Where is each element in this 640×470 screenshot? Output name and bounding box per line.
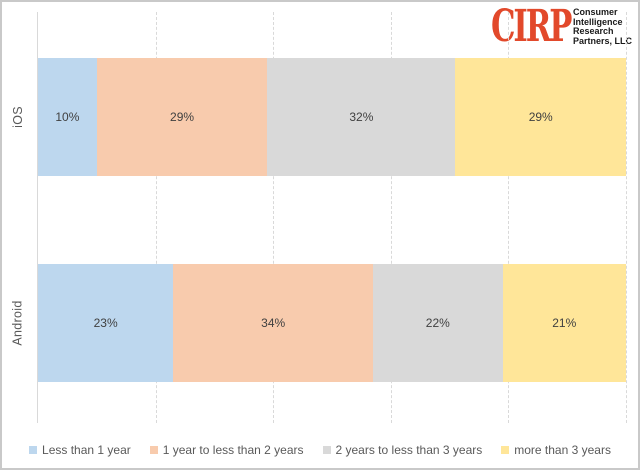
data-label: 32% [349, 110, 374, 124]
data-label: 29% [528, 110, 553, 124]
gridline-40pct [273, 12, 275, 423]
gridline-20pct [155, 12, 157, 423]
segment-ios-2-years-to-less-than-3-years: 32% [267, 58, 456, 176]
legend-label: more than 3 years [514, 443, 611, 457]
logo-org-line: Intelligence [572, 16, 623, 27]
legend-item-less-than-1-year: Less than 1 year [29, 443, 131, 457]
legend-marker-more-than-3-years [501, 446, 510, 454]
legend-item-more-than-3-years: more than 3 years [501, 443, 611, 457]
cirp-logo: CIRP Consumer Intelligence Research Partner… [457, 1, 632, 52]
cirp-logo-org-name: Consumer Intelligence Research Partners, LL… [572, 7, 632, 46]
legend-marker-less-than-1-year [29, 446, 38, 454]
logo-org-line: Consumer [572, 7, 618, 17]
plot-area: 10% 29% 32% 29% 23% 34% 22% 21% [37, 12, 627, 423]
category-label-android: Android [4, 264, 32, 382]
data-label: 22% [425, 316, 450, 330]
gridline-100pct [626, 12, 627, 423]
logo-org-line: Research [572, 26, 614, 36]
legend-item-1-year-to-less-than-2-years: 1 year to less than 2 years [149, 443, 304, 457]
bar-android: 23% 34% 22% 21% [38, 264, 626, 382]
data-label: 29% [170, 110, 195, 124]
category-label-ios: iOS [4, 58, 32, 176]
logo-org-line: Partners, LLC [572, 35, 632, 46]
legend-label: 2 years to less than 3 years [335, 443, 483, 457]
legend-marker-2-years-to-less-than-3-years [322, 446, 331, 454]
segment-ios-1-year-to-less-than-2-years: 29% [96, 58, 268, 176]
data-label: 23% [93, 316, 118, 330]
legend-marker-1-year-to-less-than-2-years [149, 446, 158, 454]
segment-ios-more-than-3-years: 29% [455, 58, 626, 176]
segment-ios-less-than-1-year: 10% [38, 58, 97, 176]
chart-legend: Less than 1 year 1 year to less than 2 ye… [2, 442, 638, 458]
segment-android-more-than-3-years: 21% [502, 264, 626, 382]
bar-ios: 10% 29% 32% 29% [38, 58, 626, 176]
legend-label: 1 year to less than 2 years [162, 443, 304, 457]
legend-item-2-years-to-less-than-3-years: 2 years to less than 3 years [322, 443, 483, 457]
data-label: 21% [552, 316, 577, 330]
data-label: 10% [55, 110, 80, 124]
legend-label: Less than 1 year [42, 443, 131, 457]
segment-android-1-year-to-less-than-2-years: 34% [173, 264, 374, 382]
segment-android-2-years-to-less-than-3-years: 22% [373, 264, 503, 382]
category-label-text: iOS [11, 106, 25, 128]
data-label: 34% [261, 316, 286, 330]
cirp-logo-mark: CIRP [490, 1, 572, 52]
gridline-60pct [390, 12, 392, 423]
segment-android-less-than-1-year: 23% [38, 264, 174, 382]
category-label-text: Android [11, 300, 25, 346]
gridline-80pct [508, 12, 510, 423]
